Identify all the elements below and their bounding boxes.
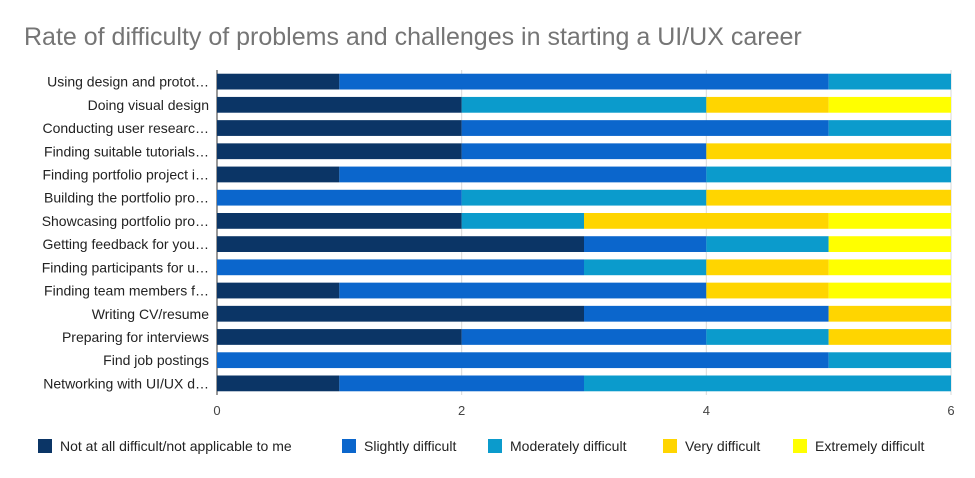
legend-swatch (663, 439, 677, 453)
legend-swatch (342, 439, 356, 453)
x-tick-label: 0 (213, 403, 220, 418)
bar-segment (828, 236, 951, 252)
bar-segment (828, 213, 951, 229)
bar-segment (339, 166, 707, 183)
bar-segment (461, 120, 829, 136)
x-tick-label: 6 (947, 403, 954, 418)
bar-segment (217, 282, 340, 299)
bar-segment (828, 259, 951, 276)
bar-segment (584, 236, 707, 252)
bar-segment (706, 236, 829, 252)
category-label: Find job postings (103, 352, 209, 368)
bar-segment (584, 213, 829, 229)
bar-segment (217, 96, 462, 113)
bar-segment (584, 305, 829, 322)
bar-segment (339, 73, 829, 90)
bar-segment (217, 189, 462, 206)
category-label: Building the portfolio pro… (44, 190, 209, 206)
category-label: Finding portfolio project i… (42, 166, 209, 182)
bar-segment (461, 189, 707, 206)
bar-segment (706, 96, 829, 113)
chart-title: Rate of difficulty of problems and chall… (24, 23, 802, 51)
bar-segment (217, 259, 584, 276)
bar-segment (461, 96, 707, 113)
bar-segment (828, 329, 951, 345)
bar-segment (828, 96, 951, 113)
bar-segment (217, 236, 584, 252)
bar-segment (828, 282, 951, 299)
category-label: Preparing for interviews (62, 329, 209, 345)
x-tick-label: 2 (458, 403, 465, 418)
bar-segment (217, 375, 340, 392)
bar-segment (461, 213, 584, 229)
bar-segment (217, 329, 462, 345)
bar-segment (706, 329, 829, 345)
bar-segment (706, 282, 829, 299)
legend-label: Moderately difficult (510, 438, 627, 454)
bar-segment (706, 189, 951, 206)
category-label: Networking with UI/UX d… (43, 375, 209, 391)
bar-segment (706, 143, 951, 160)
category-label: Finding participants for u… (42, 259, 209, 275)
bar-segment (217, 120, 462, 136)
bar-segment (339, 375, 584, 392)
category-label: Doing visual design (88, 97, 209, 113)
bar-segment (217, 305, 584, 322)
bar-segment (828, 352, 951, 369)
bar-segment (828, 120, 951, 136)
legend-label: Very difficult (685, 438, 760, 454)
bar-segment (461, 143, 707, 160)
bar-segment (828, 73, 951, 90)
bar-segment (584, 375, 951, 392)
legend-label: Extremely difficult (815, 438, 925, 454)
category-label: Finding team members f… (44, 283, 209, 299)
x-tick-labels: 0 2 4 6 (213, 403, 954, 418)
legend-swatch (38, 439, 52, 453)
category-label: Writing CV/resume (92, 306, 209, 322)
legend-swatch (488, 439, 502, 453)
bar-segment (584, 259, 707, 276)
bar-segment (217, 213, 462, 229)
bar-segment (217, 166, 340, 183)
bar-segment (461, 329, 707, 345)
bar-segment (828, 305, 951, 322)
bar-segment (217, 352, 829, 369)
bar-segment (217, 73, 340, 90)
legend-label: Slightly difficult (364, 438, 456, 454)
category-labels: Using design and protot… Doing visual des… (42, 74, 210, 392)
x-tick-label: 4 (703, 403, 710, 418)
category-label: Showcasing portfolio pro… (42, 213, 209, 229)
category-label: Using design and protot… (47, 74, 209, 90)
bar-segment (217, 143, 462, 160)
legend: Not at all difficult/not applicable to m… (38, 438, 925, 454)
category-label: Conducting user researc… (42, 120, 209, 136)
bar-segment (706, 259, 829, 276)
category-label: Getting feedback for you… (42, 236, 209, 252)
bar-segment (339, 282, 707, 299)
bars (217, 73, 951, 392)
bar-segment (706, 166, 951, 183)
legend-swatch (793, 439, 807, 453)
legend-label: Not at all difficult/not applicable to m… (60, 438, 292, 454)
gridlines (216, 70, 952, 395)
category-label: Finding suitable tutorials… (44, 143, 209, 159)
